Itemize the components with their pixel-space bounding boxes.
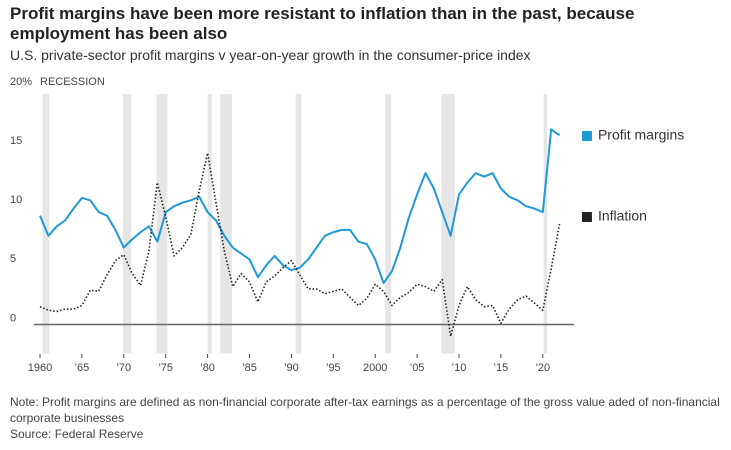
recession-band (42, 94, 50, 354)
recession-band (295, 94, 302, 354)
recession-label: RECESSION (40, 76, 105, 88)
y-tick-label: 15 (10, 135, 22, 147)
x-tick-label: ’90 (284, 362, 299, 374)
recession-band (122, 94, 132, 354)
chart-subtitle: U.S. private-sector profit margins v yea… (10, 47, 531, 63)
x-tick-label: 2000 (363, 362, 387, 374)
chart-title: Profit margins have been more resistant … (10, 4, 635, 43)
x-tick-label: ’70 (116, 362, 131, 374)
x-tick-label: ’85 (242, 362, 257, 374)
x-tick-label: ’20 (535, 362, 550, 374)
x-tick-label: ’75 (158, 362, 173, 374)
y-tick-label: 20% (10, 76, 32, 88)
series-line (39, 152, 561, 338)
source: Source: Federal Reserve (10, 427, 144, 441)
legend-swatch (581, 212, 592, 222)
recession-band (441, 94, 455, 354)
x-tick-label: ’80 (200, 362, 215, 374)
series-line (39, 128, 561, 285)
recession-band (207, 94, 212, 354)
recession-band (385, 94, 392, 354)
legend-swatch (581, 131, 592, 141)
legend-label: Profit margins (598, 127, 684, 143)
y-tick-label: 0 (10, 312, 16, 324)
x-tick-label: ’05 (410, 362, 425, 374)
recession-band (543, 94, 547, 354)
x-tick-label: 1960 (28, 362, 52, 374)
x-tick-label: ’10 (452, 362, 467, 374)
x-tick-label: ’95 (326, 362, 341, 374)
legend-label: Inflation (598, 208, 647, 224)
y-tick-label: 5 (10, 253, 16, 265)
recession-band (220, 94, 232, 354)
chart: 20% 15 10 5 0 RECESSION 1960 ’65 ’70 ’75 ’80 ’85 ’90… (8, 76, 684, 374)
y-tick-label: 10 (10, 194, 22, 206)
x-tick-label: ’65 (75, 362, 90, 374)
note: Note: Profit margins are defined as non-… (10, 395, 720, 425)
x-tick-label: ’15 (494, 362, 509, 374)
